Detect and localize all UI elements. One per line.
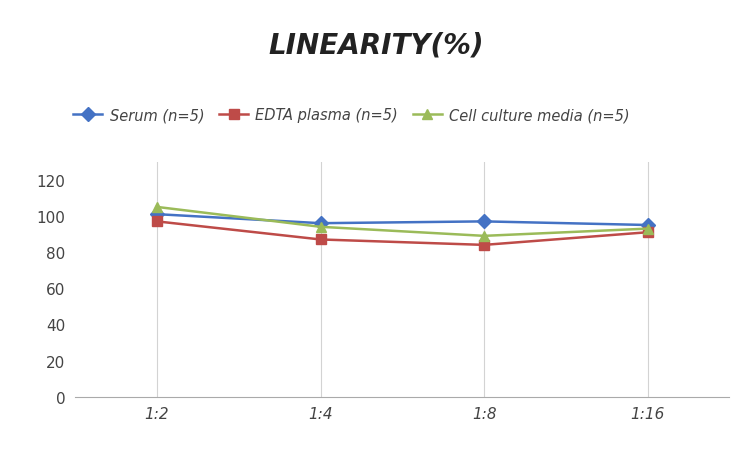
EDTA plasma (n=5) (480, 243, 489, 248)
Cell culture media (n=5) (480, 234, 489, 239)
EDTA plasma (n=5) (153, 219, 162, 225)
Line: Serum (n=5): Serum (n=5) (152, 210, 653, 230)
Line: EDTA plasma (n=5): EDTA plasma (n=5) (152, 217, 653, 250)
EDTA plasma (n=5) (643, 230, 652, 235)
Serum (n=5) (643, 223, 652, 228)
Serum (n=5) (153, 212, 162, 217)
Serum (n=5) (316, 221, 325, 226)
Cell culture media (n=5) (643, 226, 652, 232)
Line: Cell culture media (n=5): Cell culture media (n=5) (152, 202, 653, 241)
Serum (n=5) (480, 219, 489, 225)
Cell culture media (n=5) (316, 225, 325, 230)
Cell culture media (n=5) (153, 205, 162, 210)
Text: LINEARITY(%): LINEARITY(%) (268, 32, 484, 60)
EDTA plasma (n=5) (316, 237, 325, 243)
Legend: Serum (n=5), EDTA plasma (n=5), Cell culture media (n=5): Serum (n=5), EDTA plasma (n=5), Cell cul… (68, 102, 635, 129)
